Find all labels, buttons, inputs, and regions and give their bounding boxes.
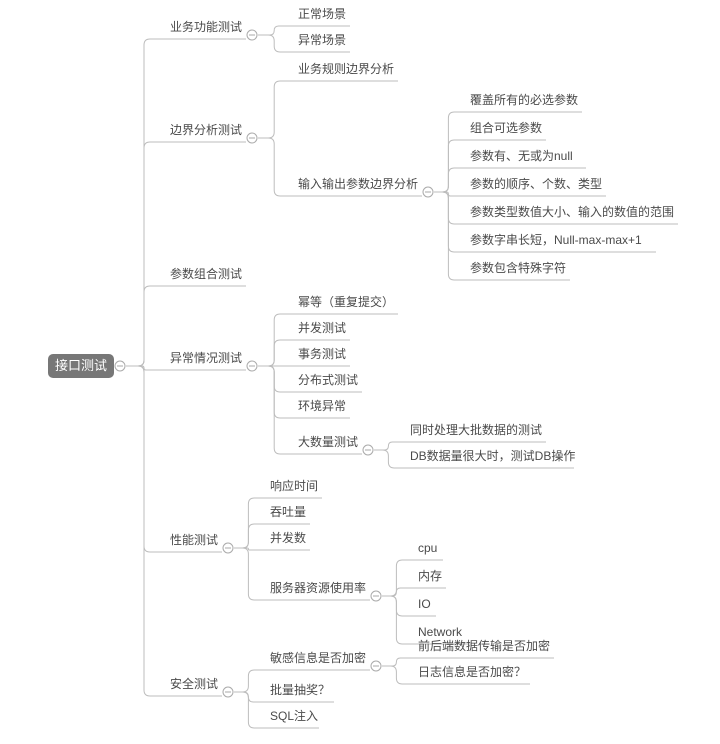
node-label: 分布式测试 (298, 372, 358, 387)
node-label[interactable]: 性能测试 (170, 532, 218, 547)
node-label[interactable]: 服务器资源使用率 (270, 580, 366, 595)
node-label: 参数类型数值大小、输入的数值的范围 (470, 204, 674, 219)
node-label: 并发数 (270, 530, 306, 545)
node-label: 内存 (418, 569, 442, 583)
node-label[interactable]: 输入输出参数边界分析 (298, 176, 418, 191)
node-label: 覆盖所有的必选参数 (470, 92, 578, 107)
node-label: 幂等（重复提交） (298, 294, 394, 309)
root-label: 接口测试 (55, 358, 107, 373)
node-label: 前后端数据传输是否加密 (418, 638, 550, 653)
node-label[interactable]: 敏感信息是否加密 (270, 650, 366, 665)
node-label: 并发测试 (298, 320, 346, 335)
node-label: DB数据量很大时，测试DB操作 (410, 448, 575, 463)
node-label[interactable]: 参数组合测试 (170, 266, 242, 281)
mindmap-diagram: 接口测试 业务功能测试 正常场景异常场景边界分析测试 业务规则边界分析输入输出参数边界… (0, 0, 720, 744)
node-label: 批量抽奖？ (270, 682, 330, 697)
node-label: 参数字串长短，Null-max-max+1 (470, 232, 642, 247)
node-label: 日志信息是否加密？ (418, 664, 526, 679)
node-label: 吞吐量 (270, 505, 306, 519)
node-label[interactable]: 大数量测试 (298, 434, 358, 449)
node-label: 参数包含特殊字符 (470, 260, 566, 275)
node-label[interactable]: 边界分析测试 (170, 122, 242, 137)
node-label: 组合可选参数 (470, 120, 542, 135)
node-label: 参数的顺序、个数、类型 (470, 176, 602, 191)
node-label: cpu (418, 541, 437, 555)
node-label: 事务测试 (298, 346, 346, 361)
node-label: 正常场景 (298, 7, 346, 21)
node-label: 响应时间 (270, 478, 318, 493)
node-label: IO (418, 597, 431, 611)
node-label: SQL注入 (270, 708, 318, 723)
node-label[interactable]: 异常情况测试 (170, 350, 242, 365)
node-label: Network (418, 625, 463, 639)
node-label[interactable]: 业务功能测试 (170, 19, 242, 34)
node-label: 参数有、无或为null (470, 148, 573, 163)
node-label: 环境异常 (298, 398, 346, 413)
node-label[interactable]: 安全测试 (170, 676, 218, 691)
node-label: 同时处理大批数据的测试 (410, 422, 542, 437)
node-label: 业务规则边界分析 (298, 61, 394, 76)
node-label: 异常场景 (298, 33, 346, 47)
